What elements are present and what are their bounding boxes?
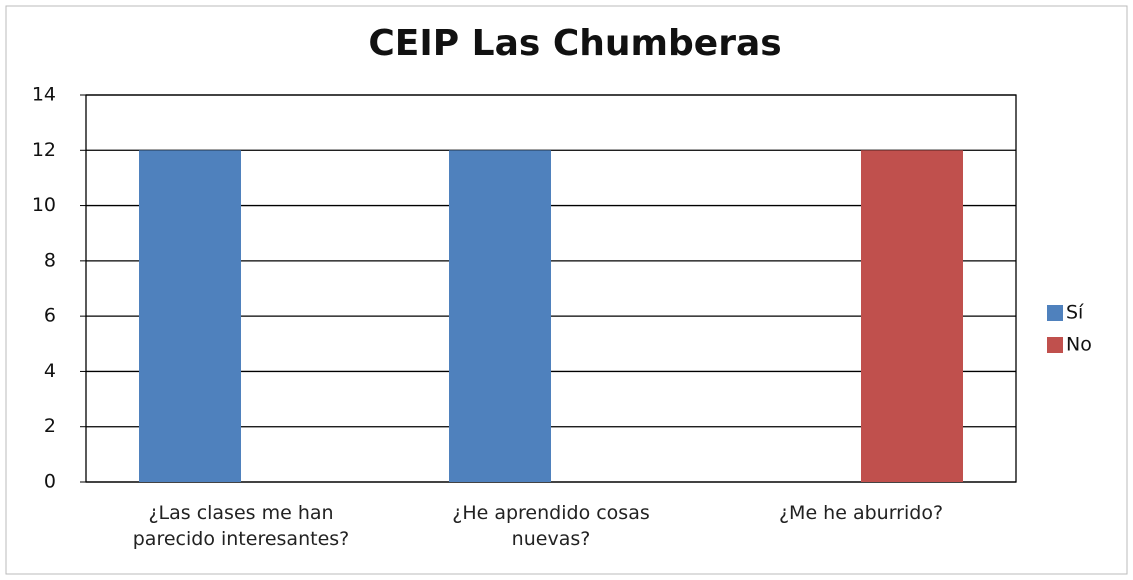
y-tick-label: 12 [32, 139, 56, 161]
y-tick-label: 4 [44, 360, 56, 382]
x-tick-label: ¿He aprendido cosas nuevas? [452, 502, 650, 550]
legend-swatch [1047, 337, 1063, 353]
bar [449, 150, 551, 483]
y-tick-label: 2 [44, 415, 56, 437]
x-tick-label: ¿Me he aburrido? [778, 502, 944, 524]
x-tick-label: ¿Las clases me han parecido interesantes… [132, 502, 350, 550]
bar [139, 150, 241, 483]
chart-title: CEIP Las Chumberas [368, 23, 781, 64]
y-tick-label: 8 [44, 249, 56, 271]
legend-label: Sí [1066, 302, 1084, 324]
bar [861, 150, 963, 483]
y-tick-label: 14 [32, 84, 56, 106]
y-tick-label: 0 [44, 471, 56, 493]
y-tick-label: 6 [44, 305, 56, 327]
legend-swatch [1047, 305, 1063, 321]
y-tick-label: 10 [32, 194, 56, 216]
legend-label: No [1066, 334, 1092, 356]
